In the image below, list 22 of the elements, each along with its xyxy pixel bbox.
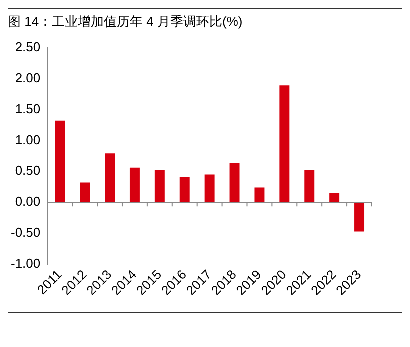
bar — [304, 170, 315, 203]
y-tick-label: 2.50 — [15, 39, 41, 54]
y-tick-label: -1.00 — [10, 256, 41, 272]
bar — [80, 182, 90, 203]
bar — [130, 168, 140, 203]
y-tick-label: 1.50 — [15, 101, 41, 116]
y-tick-label: -0.50 — [10, 225, 41, 240]
bar — [55, 120, 66, 203]
bar — [180, 177, 190, 203]
bar — [330, 193, 340, 203]
y-tick-label: 1.00 — [15, 132, 41, 148]
bar — [254, 188, 265, 203]
bar — [204, 174, 215, 203]
chart-title: 图 14：工业增加值历年 4 月季调环比(%) — [8, 13, 244, 31]
bar — [354, 202, 365, 232]
y-tick-label: 2.00 — [15, 70, 41, 86]
bar — [105, 154, 115, 203]
y-tick-label: 0.50 — [15, 163, 41, 178]
bar — [280, 86, 290, 203]
bar — [154, 170, 165, 203]
y-tick-label: 0.00 — [15, 194, 41, 210]
bar — [230, 162, 240, 203]
